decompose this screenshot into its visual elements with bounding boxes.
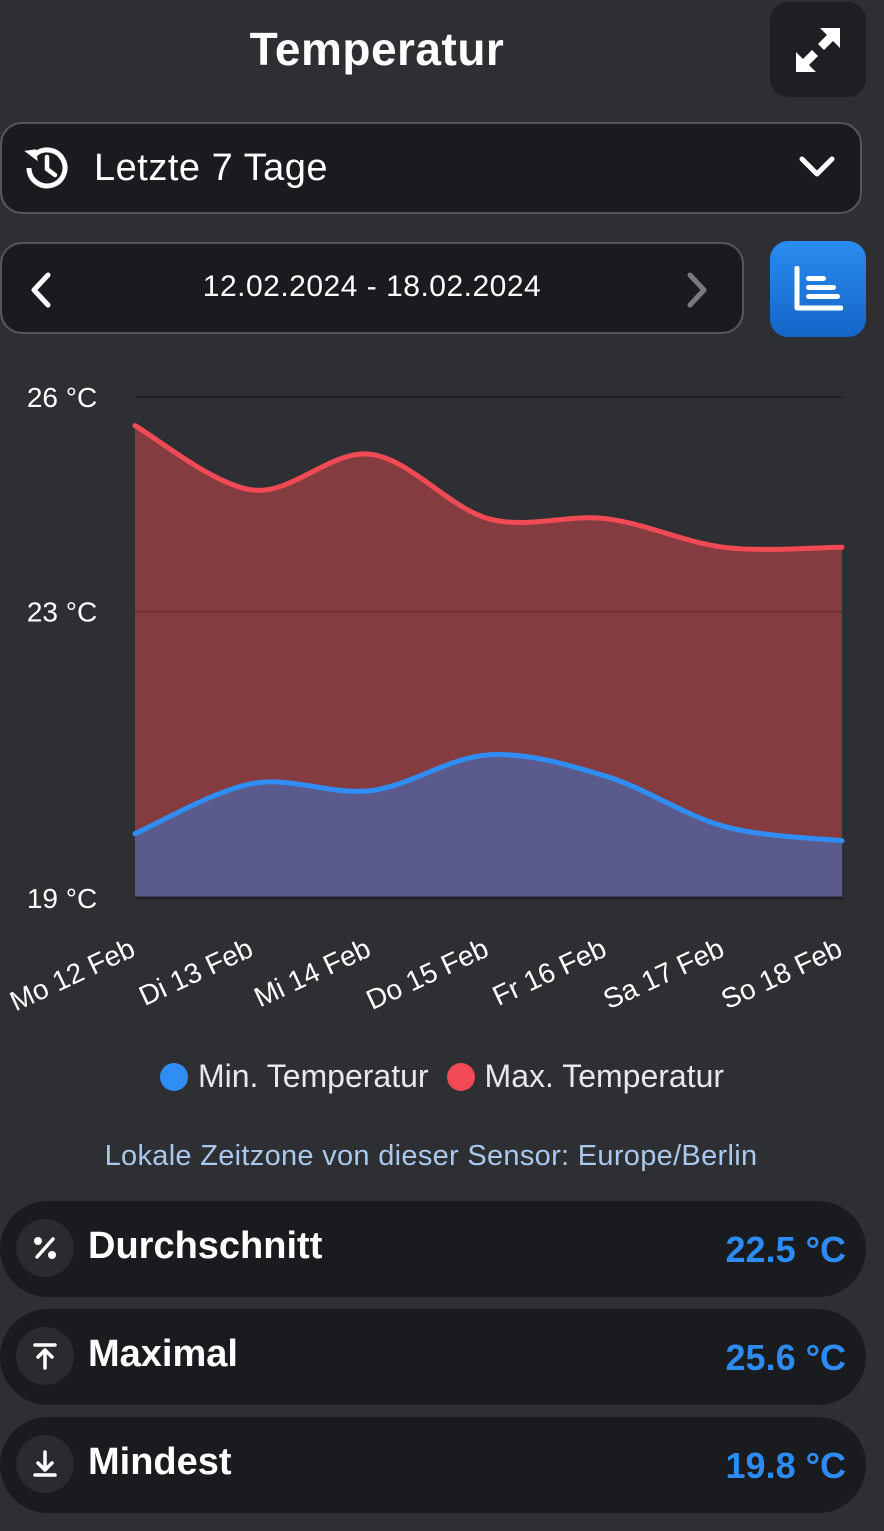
max-line bbox=[132, 423, 845, 552]
x-tick-label: Mi 14 Feb bbox=[249, 932, 375, 1013]
chevron-down-icon bbox=[799, 156, 835, 177]
timezone-note: Lokale Zeitzone von dieser Sensor: Europ… bbox=[104, 1140, 758, 1172]
min-point-3[interactable] bbox=[486, 752, 492, 758]
min-line bbox=[132, 752, 845, 844]
x-tick-label: So 18 Feb bbox=[716, 932, 846, 1015]
legend-dot-min bbox=[159, 1062, 188, 1091]
stat-minimum-value: 19.8 °C bbox=[725, 1445, 846, 1486]
x-tick-label: Fr 16 Feb bbox=[488, 932, 611, 1011]
max-point-1[interactable] bbox=[250, 487, 256, 493]
x-tick-label: Di 13 Feb bbox=[134, 932, 257, 1011]
max-point-6[interactable] bbox=[839, 544, 845, 550]
max-point-5[interactable] bbox=[721, 544, 727, 550]
expand-icon bbox=[796, 27, 840, 72]
chevron-right-icon[interactable] bbox=[682, 270, 712, 310]
min-point-6[interactable] bbox=[839, 838, 845, 844]
date-range-label: 12.02.2024 - 18.02.2024 bbox=[202, 270, 542, 303]
min-area bbox=[135, 754, 842, 898]
stat-average-value: 22.5 °C bbox=[725, 1229, 846, 1270]
max-point-0[interactable] bbox=[132, 423, 138, 429]
stat-average: Durchschnitt 22.5 °C bbox=[0, 1201, 866, 1297]
time-range-select[interactable]: Letzte 7 Tage bbox=[0, 122, 862, 214]
legend-label-max: Max. Temperatur bbox=[484, 1058, 725, 1094]
history-icon bbox=[24, 147, 68, 189]
chart-legend: Min. Temperatur Max. Temperatur bbox=[0, 1058, 884, 1095]
legend-dot-max bbox=[446, 1062, 475, 1091]
stat-average-label: Durchschnitt bbox=[88, 1225, 323, 1267]
min-point-1[interactable] bbox=[250, 780, 256, 786]
min-point-5[interactable] bbox=[721, 823, 727, 829]
legend-label-min: Min. Temperatur bbox=[197, 1058, 429, 1094]
stat-minimum-label: Mindest bbox=[88, 1441, 232, 1483]
y-tick-label: 23 °C bbox=[27, 597, 97, 628]
min-point-2[interactable] bbox=[368, 788, 374, 794]
date-navigator: 12.02.2024 - 18.02.2024 bbox=[0, 242, 744, 334]
max-area bbox=[135, 425, 842, 898]
legend-item-max[interactable]: Max. Temperatur bbox=[446, 1058, 725, 1095]
arrow-up-icon bbox=[16, 1327, 74, 1385]
arrow-down-icon bbox=[16, 1435, 74, 1493]
max-point-4[interactable] bbox=[603, 516, 609, 522]
y-tick-label: 26 °C bbox=[27, 382, 97, 413]
x-tick-label: Mo 12 Feb bbox=[5, 932, 139, 1017]
expand-button[interactable] bbox=[770, 2, 866, 97]
percent-icon bbox=[16, 1219, 74, 1277]
y-tick-label: 19 °C bbox=[27, 883, 97, 914]
max-point-2[interactable] bbox=[368, 451, 374, 457]
chevron-left-icon[interactable] bbox=[26, 270, 56, 310]
time-range-label: Letzte 7 Tage bbox=[94, 146, 328, 189]
chart-icon bbox=[794, 266, 843, 311]
page-title: Temperatur bbox=[249, 23, 505, 75]
min-point-0[interactable] bbox=[132, 831, 138, 837]
x-tick-label: Do 15 Feb bbox=[361, 932, 493, 1015]
chart-view-button[interactable] bbox=[770, 241, 866, 337]
stat-maximum-value: 25.6 °C bbox=[725, 1337, 846, 1378]
max-point-3[interactable] bbox=[486, 516, 492, 522]
min-point-4[interactable] bbox=[603, 773, 609, 779]
legend-item-min[interactable]: Min. Temperatur bbox=[159, 1058, 429, 1095]
stat-minimum: Mindest 19.8 °C bbox=[0, 1417, 866, 1513]
x-tick-label: Sa 17 Feb bbox=[599, 932, 729, 1015]
stat-maximum: Maximal 25.6 °C bbox=[0, 1309, 866, 1405]
stat-maximum-label: Maximal bbox=[88, 1333, 238, 1375]
